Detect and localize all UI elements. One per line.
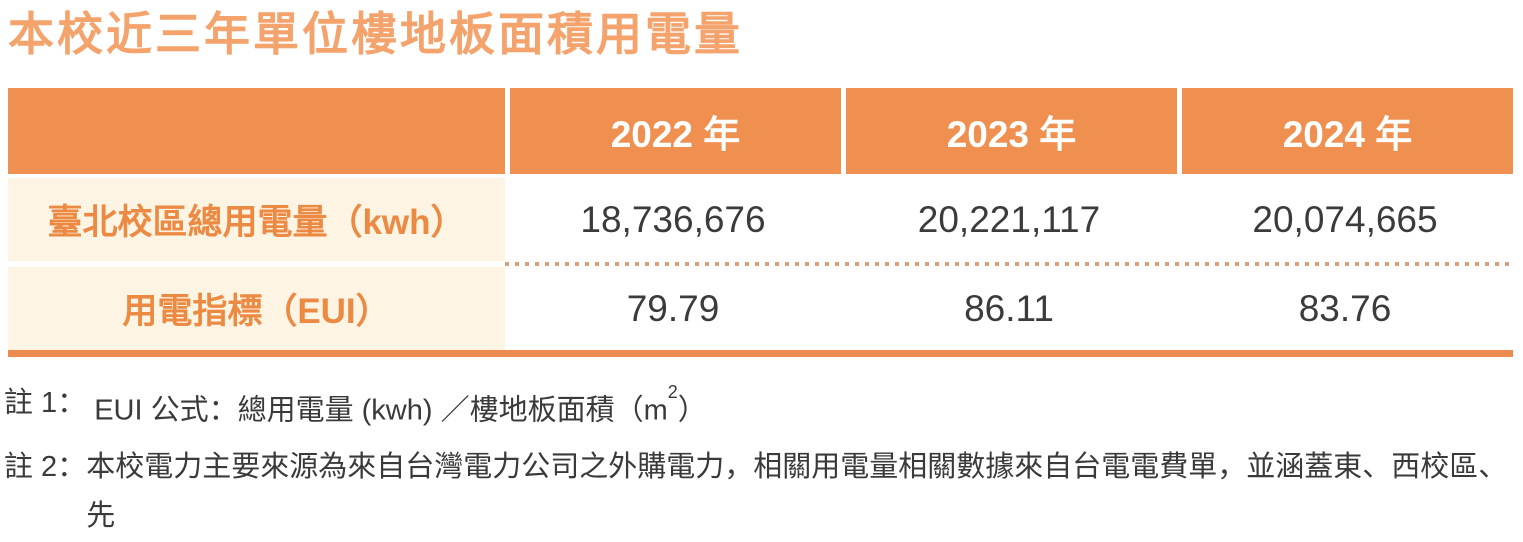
table-row-eui: 用電指標（EUI） 79.79 86.11 83.76 <box>8 267 1513 350</box>
header-cell-2022: 2022 年 <box>510 88 841 174</box>
note-1-superscript: 2 <box>667 382 678 402</box>
value-eui-2022: 79.79 <box>626 287 720 329</box>
note-2-line-1: 本校電力主要來源為來自台灣電力公司之外購電力，相關用電量相關數據來自台電電費單，… <box>86 450 1508 532</box>
note-2-body: 本校電力主要來源為來自台灣電力公司之外購電力，相關用電量相關數據來自台電電費單，… <box>86 443 1523 542</box>
table-header-row: 2022 年 2023 年 2024 年 <box>8 88 1513 174</box>
row-separator-label-gap <box>8 261 505 267</box>
table-bottom-rule <box>8 350 1513 357</box>
value-total-2024: 20,074,665 <box>1252 198 1438 240</box>
value-total-2023: 20,221,117 <box>917 198 1101 240</box>
note-2: 註 2： 本校電力主要來源為來自台灣電力公司之外購電力，相關用電量相關數據來自台… <box>4 443 1523 542</box>
note-1-text-prefix: EUI 公式：總用電量 (kwh) ／樓地板面積（m <box>94 394 668 427</box>
header-cell-2024: 2024 年 <box>1182 88 1513 174</box>
page-title: 本校近三年單位樓地板面積用電量 <box>8 8 743 60</box>
note-1-text-suffix: ） <box>677 394 707 427</box>
electricity-table: 2022 年 2023 年 2024 年 臺北校區總用電量（kwh） 18,73… <box>8 88 1513 357</box>
report-page: 本校近三年單位樓地板面積用電量 2022 年 2023 年 2024 年 臺北校… <box>0 8 1523 542</box>
note-1-label: 註 1： <box>4 387 87 419</box>
row-values-total-usage: 18,736,676 20,221,117 20,074,665 <box>505 178 1513 261</box>
header-cell-2023: 2023 年 <box>846 88 1177 174</box>
note-1: 註 1： EUI 公式：總用電量 (kwh) ／樓地板面積（m2） <box>4 379 1523 436</box>
header-cell-blank <box>8 88 505 174</box>
row-label-eui: 用電指標（EUI） <box>8 267 505 350</box>
value-total-2022: 18,736,676 <box>580 198 766 240</box>
dotted-separator-line <box>505 261 1513 267</box>
row-separator <box>8 261 1513 267</box>
value-eui-2023: 86.11 <box>964 287 1054 329</box>
note-1-body: EUI 公式：總用電量 (kwh) ／樓地板面積（m2） <box>94 379 707 436</box>
value-eui-2024: 83.76 <box>1298 287 1392 329</box>
table-row-total-usage: 臺北校區總用電量（kwh） 18,736,676 20,221,117 20,0… <box>8 178 1513 261</box>
row-values-eui: 79.79 86.11 83.76 <box>505 267 1513 350</box>
row-label-total-usage: 臺北校區總用電量（kwh） <box>8 178 505 261</box>
note-2-label: 註 2： <box>4 450 87 483</box>
